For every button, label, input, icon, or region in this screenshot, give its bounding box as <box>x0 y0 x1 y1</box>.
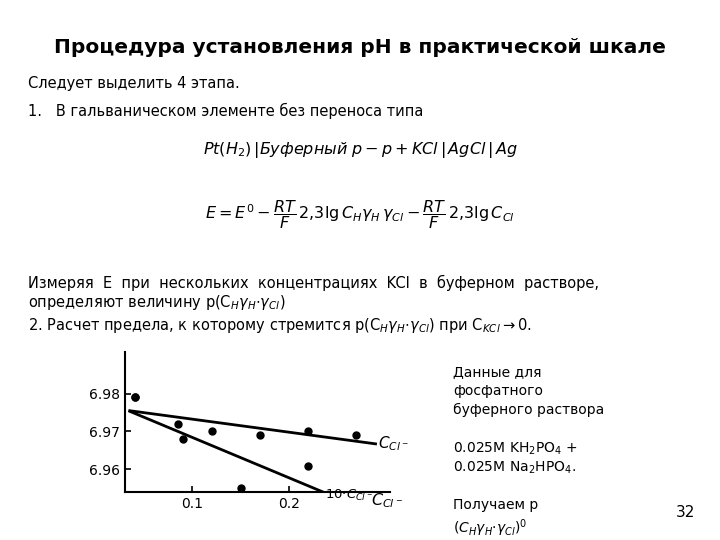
Text: $(C_H\gamma_H{\cdot}\gamma_{Cl})^0$: $(C_H\gamma_H{\cdot}\gamma_{Cl})^0$ <box>453 517 527 538</box>
Text: 2. Расчет предела, к которому стремится p(C$_H\gamma_H{\cdot}\gamma_{Cl}$) при C: 2. Расчет предела, к которому стремится … <box>28 316 532 335</box>
Text: $C_{Cl^-}$: $C_{Cl^-}$ <box>379 435 409 453</box>
Text: буферного раствора: буферного раствора <box>453 403 604 417</box>
Text: Получаем р: Получаем р <box>453 498 539 512</box>
Text: $C_{Cl^-}$: $C_{Cl^-}$ <box>371 491 403 510</box>
Text: определяют величину p(C$_H\gamma_H{\cdot}\gamma_{Cl}$): определяют величину p(C$_H\gamma_H{\cdot… <box>28 293 285 312</box>
Text: 0.025M KH$_2$PO$_4$ +: 0.025M KH$_2$PO$_4$ + <box>453 441 578 457</box>
Text: Процедура установления pH в практической шкале: Процедура установления pH в практической… <box>54 38 666 57</box>
Text: Следует выделить 4 этапа.: Следует выделить 4 этапа. <box>28 76 240 91</box>
Text: Измеряя  Е  при  нескольких  концентрациях  KCl  в  буферном  растворе,: Измеряя Е при нескольких концентрациях K… <box>28 275 599 291</box>
Text: Данные для: Данные для <box>453 365 541 379</box>
Text: $10{\cdot}C_{Cl^-}$: $10{\cdot}C_{Cl^-}$ <box>325 488 374 503</box>
Text: фосфатного: фосфатного <box>453 384 543 398</box>
Text: $Pt(H_2)\,|$Буферный $p - p + KCl\,|\,AgCl\,|\,Ag$: $Pt(H_2)\,|$Буферный $p - p + KCl\,|\,Ag… <box>202 140 518 160</box>
Text: 0.025M Na$_2$HPO$_4$.: 0.025M Na$_2$HPO$_4$. <box>453 460 576 476</box>
Text: $E = E^0 - \dfrac{RT}{F}\,2{,}3\lg C_H\gamma_H\,\gamma_{Cl} - \dfrac{RT}{F}\,2{,: $E = E^0 - \dfrac{RT}{F}\,2{,}3\lg C_H\g… <box>205 198 515 231</box>
Text: 32: 32 <box>675 505 695 520</box>
Text: 1.   В гальваническом элементе без переноса типа: 1. В гальваническом элементе без перенос… <box>28 103 423 119</box>
